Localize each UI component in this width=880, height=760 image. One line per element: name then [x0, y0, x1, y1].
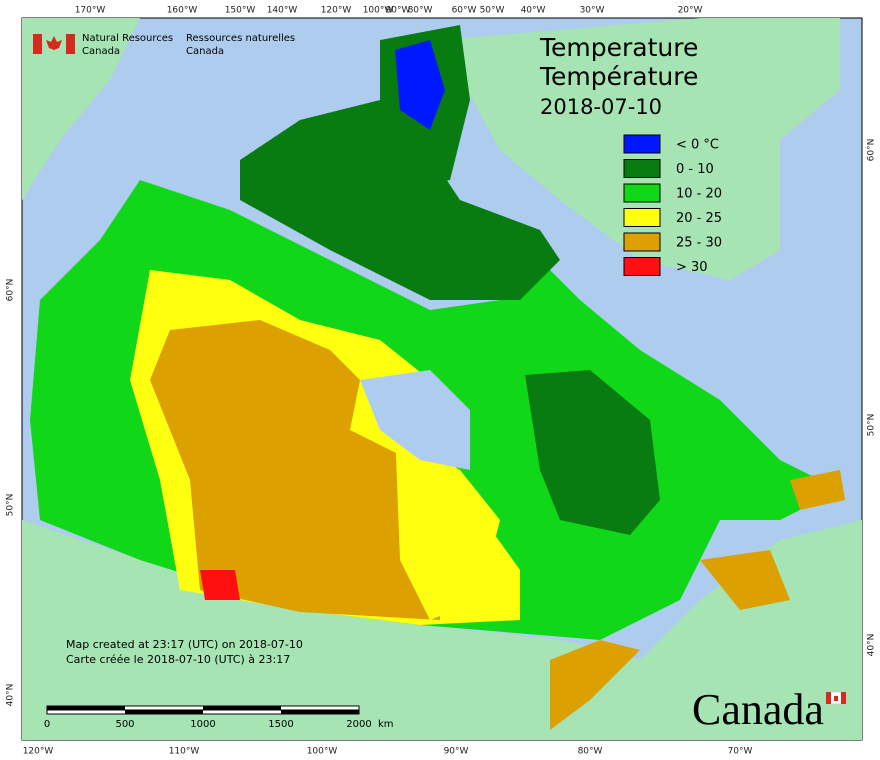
graticule-label: 120°W [23, 747, 54, 757]
graticule-label: 60°N [867, 139, 877, 162]
scale-unit: km [378, 719, 394, 730]
scale-label: 1000 [190, 719, 215, 730]
graticule-label: 20°W [678, 6, 703, 16]
legend-swatch [623, 134, 661, 154]
legend-label: 0 - 10 [676, 162, 714, 177]
legend-label: 10 - 20 [676, 187, 722, 202]
graticule-label: 50°W [480, 6, 505, 16]
graticule-label: 60°W [452, 6, 477, 16]
legend-label: 20 - 25 [676, 211, 722, 226]
graticule-label: 100°W [307, 747, 338, 757]
graticule-label: 50°N [867, 414, 877, 437]
graticule-label: 80°W [578, 747, 603, 757]
legend-swatch [623, 159, 661, 178]
title-en: Temperature [539, 33, 698, 62]
scale-label: 1500 [268, 719, 293, 730]
scale-label: 500 [115, 719, 134, 730]
graticule-label: 90°W [444, 747, 469, 757]
graticule-label: 120°W [321, 6, 352, 16]
graticule-label: 40°W [521, 6, 546, 16]
graticule-label: 140°W [267, 6, 298, 16]
graticule-label: 50°N [6, 494, 16, 517]
legend-swatch [623, 232, 661, 252]
legend-swatch [623, 257, 661, 276]
legend-swatch [623, 183, 661, 203]
scale-label: 0 [44, 719, 50, 730]
wordmark-flag [825, 691, 847, 705]
legend-label: > 30 [676, 260, 708, 275]
scale-label: 2000 [346, 719, 371, 730]
header [33, 34, 75, 54]
graticule-label: 70°W [728, 747, 753, 757]
land [22, 18, 862, 740]
graticule-label: 90°W [386, 6, 411, 16]
graticule-label: 30°W [580, 6, 605, 16]
graticule-label: 60°N [6, 279, 16, 302]
agency-fr: Canada [186, 46, 224, 57]
graticule-label: 160°W [167, 6, 198, 16]
agency-en: Canada [82, 46, 120, 57]
graticule-label: 110°W [169, 747, 200, 757]
hudson-bay [360, 370, 470, 470]
agency-fr: Ressources naturelles [186, 33, 295, 44]
credit-line: Carte créée le 2018-07-10 (UTC) à 23:17 [66, 653, 290, 666]
title-date: 2018-07-10 [540, 95, 662, 119]
scale-bar: 0 500 1000 1500 2000 km [44, 705, 394, 730]
graticule-label: 80°W [408, 6, 433, 16]
graticule-label: 150°W [225, 6, 256, 16]
legend-swatch [623, 208, 661, 227]
agency-en: Natural Resources [82, 33, 173, 44]
title-fr: Température [539, 62, 698, 91]
legend-label: < 0 °C [676, 138, 719, 153]
wordmark: Canada [692, 685, 824, 734]
graticule-label: 100°W [363, 6, 394, 16]
credit-line: Map created at 23:17 (UTC) on 2018-07-10 [66, 638, 303, 651]
graticule-label: 40°N [6, 684, 16, 707]
graticule-label: 40°N [867, 634, 877, 657]
legend-label: 25 - 30 [676, 236, 722, 251]
graticule-label: 170°W [75, 6, 106, 16]
